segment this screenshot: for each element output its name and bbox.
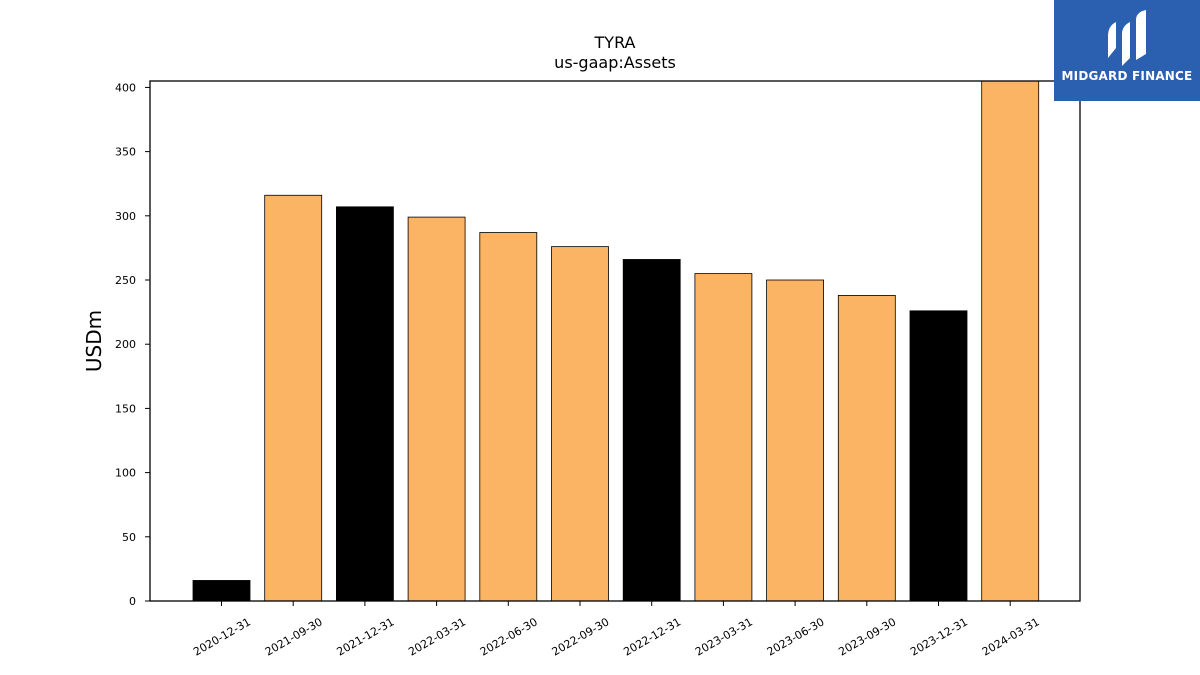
y-axis-ticks: 0 50 100 150 200 250 300 350 400 — [115, 81, 150, 608]
y-tick-label: 250 — [115, 274, 136, 287]
x-tick-label: 2022-03-31 — [406, 615, 468, 658]
midgard-finance-logo: MIDGARD FINANCE — [1054, 0, 1200, 101]
plot-frame — [149, 80, 1081, 602]
y-tick-label: 400 — [115, 81, 136, 94]
x-axis-ticks: 2020-12-31 2021-09-30 2021-12-31 2022-03-31… — [191, 601, 1042, 659]
y-axis-label: USDm — [82, 310, 106, 372]
bar-2021-12-31 — [335, 206, 394, 602]
x-tick-label: 2023-03-31 — [693, 615, 755, 658]
x-tick-label: 2023-12-31 — [908, 615, 970, 658]
chart-subtitle: us-gaap:Assets — [554, 53, 676, 72]
x-tick-label: 2022-09-30 — [550, 615, 612, 658]
bar-2021-09-30 — [264, 194, 323, 602]
x-tick-label: 2023-09-30 — [836, 615, 898, 658]
x-tick-label: 2021-09-30 — [263, 615, 325, 658]
y-tick-label: 100 — [115, 467, 136, 480]
x-tick-label: 2024-03-31 — [980, 615, 1042, 658]
x-tick-label: 2020-12-31 — [191, 615, 253, 658]
bar-2023-06-30 — [766, 279, 824, 602]
bars-group — [192, 80, 1040, 602]
bar-2023-09-30 — [837, 295, 896, 602]
bar-2022-06-30 — [479, 232, 538, 602]
bar-2022-03-31 — [407, 216, 466, 602]
x-tick-label: 2021-12-31 — [335, 615, 397, 658]
midgard-logo-icon — [1108, 10, 1146, 66]
bar-2023-12-31 — [909, 310, 968, 602]
bar-2022-12-31 — [622, 259, 681, 602]
chart-title: TYRA — [594, 33, 636, 52]
x-tick-label: 2022-06-30 — [478, 615, 540, 658]
y-tick-label: 300 — [115, 210, 136, 223]
x-tick-label: 2022-12-31 — [621, 615, 683, 658]
logo-text: MIDGARD FINANCE — [1061, 69, 1193, 83]
y-tick-label: 350 — [115, 146, 136, 159]
y-tick-label: 150 — [115, 402, 136, 415]
y-tick-label: 50 — [122, 531, 136, 544]
y-tick-label: 200 — [115, 338, 136, 351]
bar-2022-09-30 — [551, 246, 609, 602]
bar-2024-03-31 — [981, 80, 1040, 602]
y-tick-label: 0 — [129, 595, 136, 608]
bar-2023-03-31 — [694, 273, 753, 602]
x-tick-label: 2023-06-30 — [765, 615, 827, 658]
bar-2020-12-31 — [192, 580, 251, 602]
